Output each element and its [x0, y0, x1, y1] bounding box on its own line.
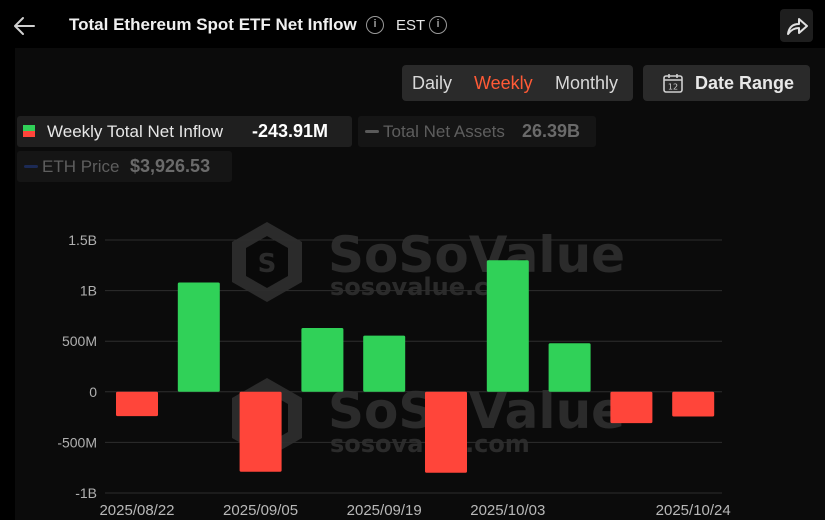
date-range-label: Date Range [695, 73, 795, 93]
y-axis-ticks: 1.5B 1B 500M 0 -500M -1B [57, 232, 97, 501]
timezone-label: EST [396, 17, 426, 34]
bar-2025/08/22[interactable] [116, 391, 158, 417]
header: Total Ethereum Spot ETF Net Inflow i EST… [0, 0, 825, 52]
calendar-icon: 12 [663, 74, 683, 93]
page-title: Total Ethereum Spot ETF Net Inflow [69, 15, 357, 34]
bar-2025/09/26[interactable] [425, 391, 467, 473]
x-tick-label: 2025/10/03 [470, 502, 545, 519]
bar-2025/10/10[interactable] [548, 343, 591, 392]
x-tick-label: 2025/08/22 [99, 502, 174, 519]
assets-swatch [365, 130, 379, 133]
y-tick-label: -1B [75, 485, 97, 501]
legend-label: Weekly Total Net Inflow [47, 122, 224, 141]
tab-daily[interactable]: Daily [412, 73, 453, 93]
back-arrow-icon[interactable] [12, 14, 38, 38]
period-toggle: Daily Weekly Monthly [402, 65, 633, 101]
share-button[interactable] [780, 9, 813, 42]
legend-label: Total Net Assets [383, 122, 505, 141]
bar-2025/10/17[interactable] [610, 391, 653, 424]
svg-text:S: S [258, 249, 277, 279]
inflow-swatch [23, 125, 35, 137]
bar-2025/09/19[interactable] [363, 335, 406, 392]
y-tick-label: -500M [57, 434, 97, 450]
timezone-info-icon[interactable]: i [429, 16, 447, 34]
bar-2025/10/24[interactable] [672, 391, 715, 417]
legend-label: ETH Price [42, 157, 120, 176]
legend-value: $3,926.53 [130, 156, 211, 176]
legend-total-net-assets[interactable]: Total Net Assets 26.39B [358, 116, 596, 147]
y-tick-label: 1.5B [68, 232, 97, 248]
tab-weekly[interactable]: Weekly [474, 73, 533, 93]
legend-weekly-net-inflow[interactable]: Weekly Total Net Inflow -243.91M [17, 116, 352, 147]
bar-2025/09/12[interactable] [301, 328, 344, 392]
legend-value: -243.91M [252, 121, 329, 141]
legend-value: 26.39B [522, 121, 581, 141]
y-tick-label: 1B [80, 283, 97, 299]
bars [116, 260, 715, 473]
info-icon[interactable]: i [366, 16, 384, 34]
bar-2025/10/03[interactable] [486, 260, 529, 392]
watermark-top: S SoSoValue sosovalue.com [232, 222, 625, 302]
date-range-button[interactable]: 12 Date Range [643, 65, 810, 101]
tab-monthly[interactable]: Monthly [555, 73, 619, 93]
x-axis-ticks: 2025/08/22 2025/09/05 2025/09/19 2025/10/03… [99, 502, 730, 519]
legend-eth-price[interactable]: ETH Price $3,926.53 [17, 151, 232, 182]
svg-text:12: 12 [668, 83, 678, 92]
x-tick-label: 2025/10/24 [656, 502, 731, 519]
x-tick-label: 2025/09/05 [223, 502, 298, 519]
bar-2025/09/05[interactable] [239, 391, 282, 472]
bar-2025/08/29[interactable] [177, 282, 220, 392]
share-icon [787, 18, 808, 35]
y-tick-label: 500M [62, 333, 97, 349]
eth-price-swatch [24, 165, 38, 168]
x-tick-label: 2025/09/19 [347, 502, 422, 519]
watermark-brand: SoSoValue [328, 226, 625, 284]
y-tick-label: 0 [89, 384, 97, 400]
